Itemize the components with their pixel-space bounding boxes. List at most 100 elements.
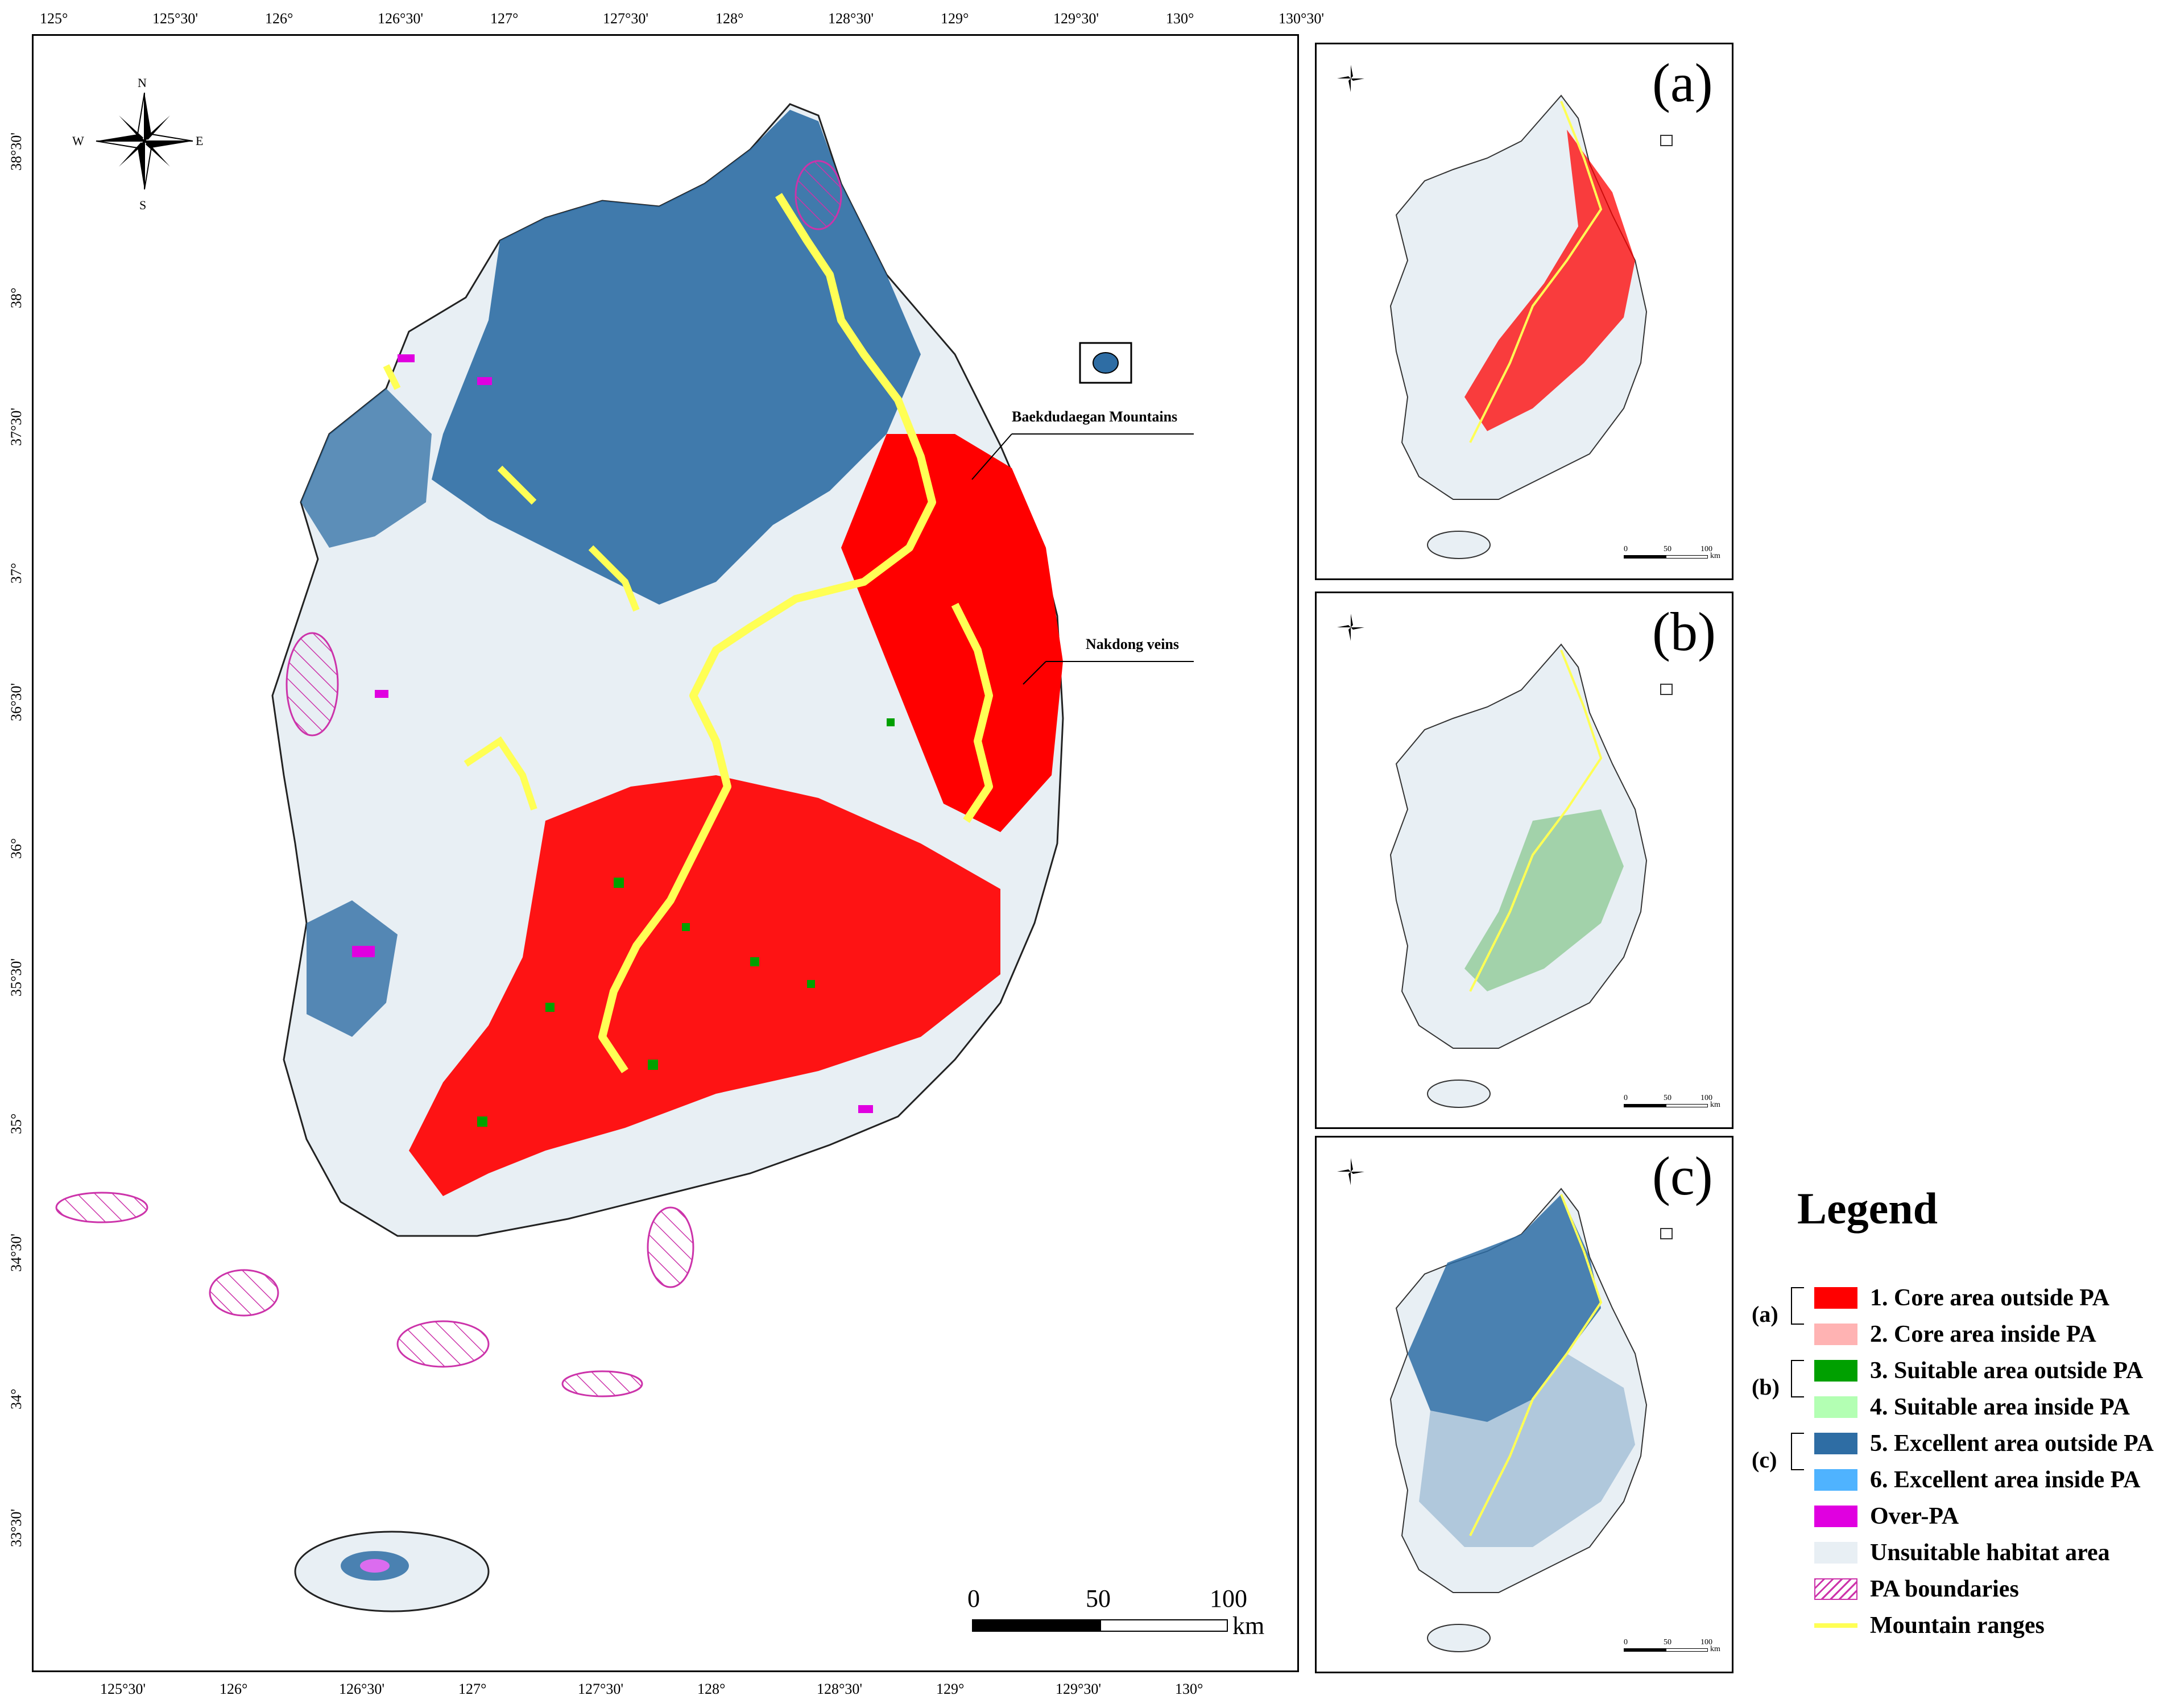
left-tick-label: 37°: [8, 563, 24, 584]
panel-frame: (c) 0 50 100 km: [1315, 1136, 1733, 1673]
panel-map: [1337, 65, 1673, 559]
legend-swatch: [1814, 1506, 1857, 1527]
legend-swatch: [1814, 1578, 1857, 1600]
bottom-tick-label: 128°: [697, 1681, 726, 1697]
panel-frame: (a) 0 50 100 km: [1315, 43, 1733, 580]
panel-label: (a): [1652, 52, 1713, 113]
legend-label: 1. Core area outside PA: [1870, 1285, 2110, 1311]
legend-swatch: [1814, 1615, 1857, 1636]
legend-item: 1. Core area outside PA: [1814, 1285, 2110, 1311]
left-tick-label: 33°30': [8, 1508, 24, 1547]
suitable-area-patches: [477, 718, 895, 1127]
top-tick-label: 127°30': [603, 10, 649, 27]
panel-map: [1337, 614, 1673, 1108]
legend-group-c: (c): [1752, 1447, 1777, 1473]
top-tick-label: 127°: [490, 10, 519, 27]
legend-swatch: [1814, 1360, 1857, 1382]
panel-scale-bar: 0 50 100 km: [1624, 1638, 1720, 1653]
mountain-range-west-1: [464, 736, 537, 810]
core-area-south-central: [409, 775, 1000, 1196]
top-tick-label: 128°: [715, 10, 744, 27]
compass-rose: [96, 92, 193, 190]
top-tick-label: 125°: [40, 10, 68, 27]
legend-group-b: (b): [1752, 1374, 1780, 1400]
legend-label: 4. Suitable area inside PA: [1870, 1394, 2130, 1420]
mountain-range-west-3: [497, 465, 537, 505]
panel-label: (c): [1652, 1145, 1713, 1206]
bottom-tick-label: 130°: [1175, 1681, 1203, 1697]
legend-label: 5. Excellent area outside PA: [1870, 1430, 2154, 1457]
mountain-range-west-2: [588, 545, 640, 612]
legend-item: Over-PA: [1814, 1503, 1959, 1529]
top-tick-label: 128°30': [828, 10, 874, 27]
legend-item: 5. Excellent area outside PA: [1814, 1430, 2154, 1457]
top-tick-label: 129°30': [1053, 10, 1099, 27]
annotation-nakdong: Nakdong veins: [1086, 636, 1179, 652]
main-map-canvas: [55, 92, 1194, 1612]
mountain-range-west-4: [383, 364, 401, 390]
legend-label: 3. Suitable area outside PA: [1870, 1358, 2144, 1384]
legend-item: Mountain ranges: [1814, 1612, 2045, 1639]
bottom-tick-label: 126°30': [339, 1681, 385, 1697]
main-scale-bar: 0 50 100 km: [967, 1585, 1265, 1640]
top-tick-label: 126°30': [378, 10, 424, 27]
top-tick-label: 129°: [941, 10, 969, 27]
excellent-area-southwest: [307, 900, 398, 1037]
compass-w-label: W: [72, 134, 84, 148]
legend-item: 2. Core area inside PA: [1814, 1321, 2096, 1347]
legend-group-a: (a): [1752, 1301, 1778, 1327]
left-tick-label: 36°30': [8, 683, 24, 721]
annotation-baekdudaegan: Baekdudaegan Mountains: [1012, 408, 1178, 425]
core-area-east: [841, 434, 1063, 832]
bottom-tick-label: 129°30': [1056, 1681, 1102, 1697]
left-tick-label: 36°: [8, 838, 24, 859]
mountain-range-baekdudaegan: [598, 193, 936, 1073]
legend-swatch: [1814, 1324, 1857, 1345]
legend-item: 3. Suitable area outside PA: [1814, 1358, 2144, 1384]
bottom-tick-label: 128°30': [817, 1681, 863, 1697]
panel-scale-bar: 0 50 100 km: [1624, 1094, 1720, 1109]
top-tick-label: 126°: [265, 10, 293, 27]
legend-label: 2. Core area inside PA: [1870, 1321, 2096, 1347]
top-tick-label: 130°30': [1279, 10, 1325, 27]
excellent-area-west: [301, 388, 432, 548]
bottom-tick-label: 126°: [220, 1681, 248, 1697]
panel-scale-bar: 0 50 100 km: [1624, 545, 1720, 560]
bottom-tick-label: 127°30': [578, 1681, 624, 1697]
left-tick-label: 34°: [8, 1388, 24, 1409]
bottom-tick-label: 125°30': [100, 1681, 146, 1697]
legend-swatch: [1814, 1287, 1857, 1309]
legend-brackets: [1791, 1287, 1804, 1470]
left-tick-label: 38°30': [8, 132, 24, 171]
over-pa-patches: [352, 354, 873, 1113]
panel-frame: (b) 0 50 100 km: [1315, 592, 1733, 1129]
bottom-tick-label: 127°: [458, 1681, 487, 1697]
compass-e-label: E: [196, 134, 204, 148]
panel-map: [1337, 1158, 1673, 1652]
top-tick-label: 125°30': [152, 10, 198, 27]
legend-swatch: [1814, 1396, 1857, 1418]
legend-label: Unsuitable habitat area: [1870, 1540, 2110, 1566]
compass-s-label: S: [139, 198, 147, 212]
legend-label: Over-PA: [1870, 1503, 1959, 1529]
bottom-tick-label: 129°: [936, 1681, 965, 1697]
legend: Legend 1. Core area outside PA 2. Core ar…: [1752, 1183, 2161, 1649]
left-tick-label: 35°30': [8, 958, 24, 996]
mountain-range-nakdong: [951, 602, 993, 823]
legend-item: 6. Excellent area inside PA: [1814, 1467, 2141, 1493]
legend-item: Unsuitable habitat area: [1814, 1540, 2110, 1566]
legend-label: PA boundaries: [1870, 1576, 2019, 1602]
legend-swatch: [1814, 1469, 1857, 1491]
legend-item: 4. Suitable area inside PA: [1814, 1394, 2130, 1420]
top-tick-label: 130°: [1166, 10, 1194, 27]
pa-boundaries: [55, 160, 842, 1397]
left-tick-label: 34°30': [8, 1233, 24, 1272]
left-tick-label: 35°: [8, 1113, 24, 1134]
compass-n-label: N: [138, 76, 147, 90]
legend-swatch: [1814, 1542, 1857, 1564]
left-tick-label: 37°30': [8, 407, 24, 446]
panel-label: (b): [1652, 601, 1716, 662]
legend-item: PA boundaries: [1814, 1576, 2019, 1602]
legend-label: 6. Excellent area inside PA: [1870, 1467, 2141, 1493]
left-tick-label: 38°: [8, 287, 24, 308]
